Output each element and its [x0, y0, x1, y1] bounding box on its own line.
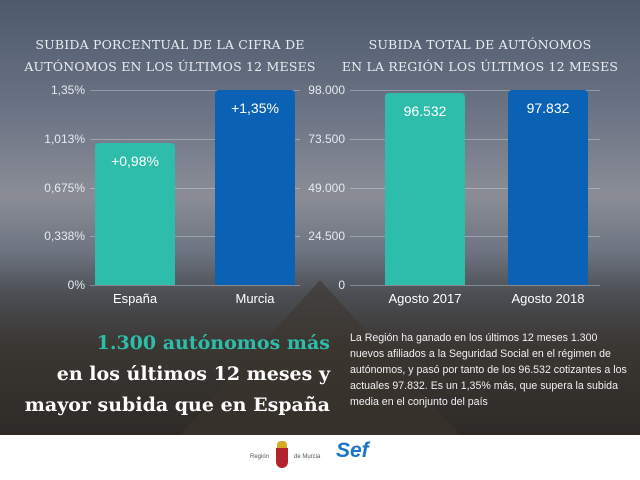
chart-title-line: SUBIDA TOTAL DE AUTÓNOMOS — [368, 37, 592, 52]
sef-logo: Sef — [336, 439, 369, 462]
y-tick-label: 0,675% — [44, 180, 85, 195]
gridline — [350, 138, 600, 140]
description-paragraph: La Región ha ganado en los últimos 12 me… — [350, 332, 627, 408]
y-tick-label: 1,35% — [50, 83, 85, 97]
gridline — [350, 285, 600, 286]
gridline — [90, 285, 300, 286]
y-tick-label: 49.000 — [308, 180, 345, 195]
bar-murcia — [215, 90, 295, 285]
gridline — [90, 236, 300, 238]
gridline — [350, 236, 600, 238]
y-tick-label: 73.500 — [308, 131, 345, 146]
headline-line-1: 1.300 autónomos más — [96, 332, 330, 354]
pier-shape — [180, 280, 460, 435]
bar-agosto-2018 — [508, 90, 588, 285]
chart-title-line: AUTÓNOMOS EN LOS ÚLTIMOS 12 MESES — [24, 59, 316, 74]
murcia-coat-of-arms-icon — [276, 441, 288, 471]
gridline — [350, 187, 600, 189]
headline-line-3: mayor subida que en España — [24, 394, 330, 416]
y-tick-label: 1,013% — [44, 131, 85, 146]
bar-españa — [95, 143, 175, 285]
x-category-label: Murcia — [235, 291, 275, 306]
chart-title: SUBIDA TOTAL DE AUTÓNOMOS EN LA REGIÓN LO… — [310, 34, 640, 78]
x-category-label: Agosto 2018 — [511, 291, 585, 306]
gridline — [90, 138, 300, 140]
y-tick-label: 0,338% — [44, 229, 85, 244]
chart-title-line: EN LA REGIÓN LOS ÚLTIMOS 12 MESES — [341, 59, 619, 74]
bar-data-label: 96.532 — [403, 102, 447, 119]
y-tick-label: 98.000 — [308, 83, 345, 97]
x-category-label: Agosto 2017 — [388, 291, 462, 306]
bar-data-label: +1,35% — [231, 100, 279, 116]
headline-line-2: en los últimos 12 meses y — [56, 363, 330, 385]
headline: 1.300 autónomos más en los últimos 12 me… — [25, 328, 330, 421]
logo-region-text-right: de Murcia — [294, 454, 321, 460]
gridline — [90, 90, 300, 91]
bar-data-label: +0,98% — [111, 153, 159, 170]
y-tick-label: 0% — [67, 278, 85, 292]
chart-title: SUBIDA PORCENTUAL DE LA CIFRA DE AUTÓNOMO… — [0, 34, 340, 78]
y-tick-label: 24.500 — [308, 229, 345, 244]
gridline — [90, 187, 300, 189]
bar-agosto-2017 — [385, 92, 465, 285]
footer: Región de Murcia Sef — [0, 435, 640, 480]
logo-region-text-left: Región — [250, 454, 270, 460]
x-category-label: España — [112, 291, 158, 306]
y-tick-label: 0 — [338, 278, 345, 292]
gridline — [350, 90, 600, 91]
bar-data-label: 97.832 — [526, 100, 570, 117]
chart-title-line: SUBIDA PORCENTUAL DE LA CIFRA DE — [35, 37, 305, 52]
